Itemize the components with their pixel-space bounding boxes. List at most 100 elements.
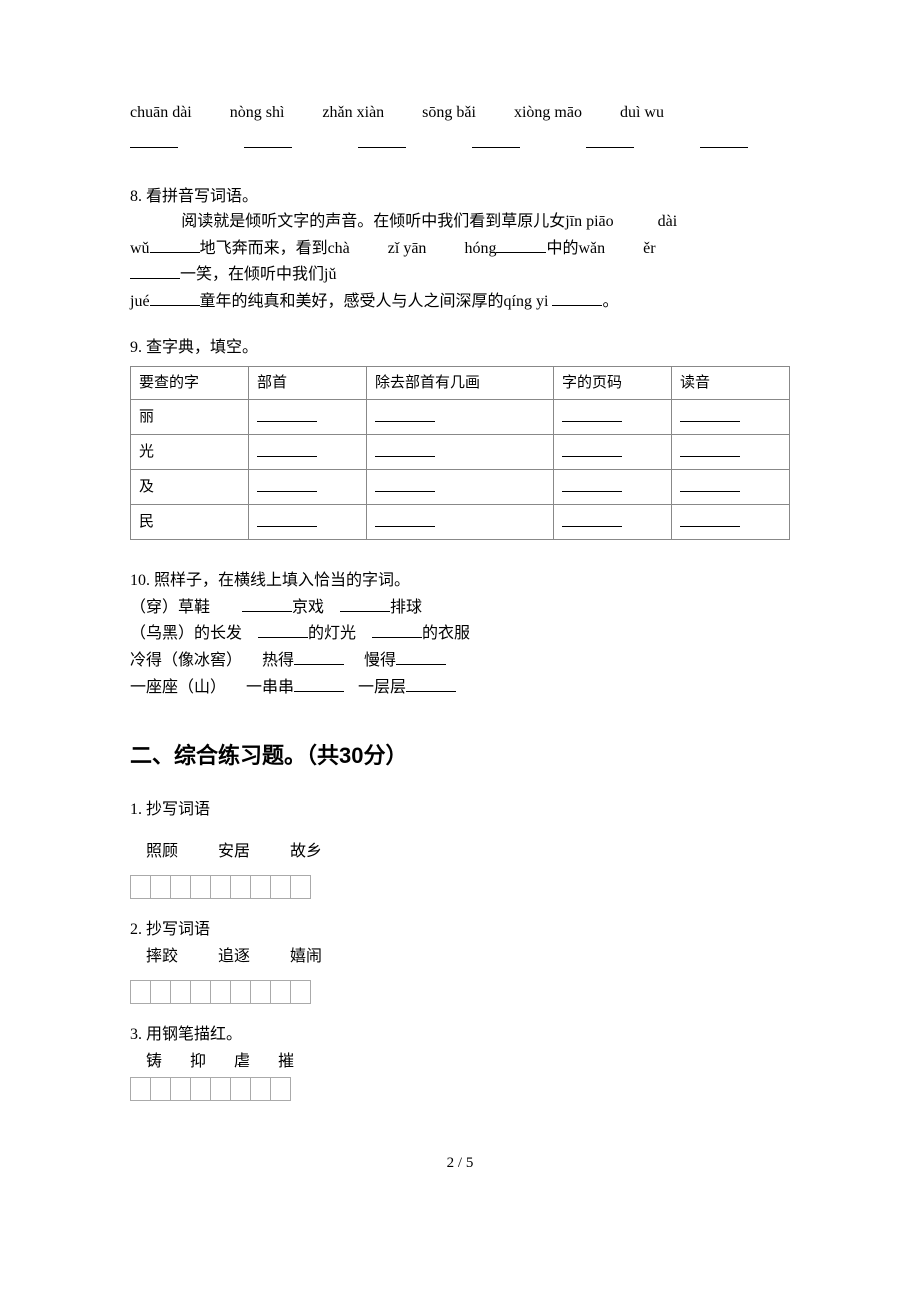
fill-blank[interactable] <box>340 594 390 612</box>
question-8: 8. 看拼音写词语。 阅读就是倾听文字的声音。在倾听中我们看到草原儿女jīn p… <box>130 184 790 315</box>
fill-blank[interactable] <box>496 235 546 253</box>
fill-blank[interactable] <box>680 509 740 527</box>
table-header: 除去部首有几画 <box>367 367 554 400</box>
table-header: 部首 <box>249 367 367 400</box>
fill-blank[interactable] <box>472 130 520 148</box>
table-cell <box>249 505 367 540</box>
copy-words: 照顾 安居 故乡 <box>146 839 790 865</box>
trace-word: 铸 <box>146 1049 162 1075</box>
q10-text: 的灯光 <box>308 625 356 642</box>
table-row: 光 <box>131 435 790 470</box>
table-cell <box>367 435 554 470</box>
fill-blank[interactable] <box>680 474 740 492</box>
fill-blank[interactable] <box>562 439 622 457</box>
q10-text: 京戏 <box>292 599 324 616</box>
fill-blank[interactable] <box>375 474 435 492</box>
fill-blank[interactable] <box>562 509 622 527</box>
fill-blank[interactable] <box>244 130 292 148</box>
fill-blank[interactable] <box>294 674 344 692</box>
fill-blank[interactable] <box>586 130 634 148</box>
question-number: 9. 查字典，填空。 <box>130 335 790 361</box>
fill-blank[interactable] <box>130 130 178 148</box>
fill-blank[interactable] <box>375 404 435 422</box>
table-cell <box>671 435 789 470</box>
q8-text: jué <box>130 293 150 310</box>
table-cell <box>249 470 367 505</box>
fill-blank[interactable] <box>257 474 317 492</box>
fill-blank[interactable] <box>375 439 435 457</box>
pinyin-item: chuān dài <box>130 100 192 126</box>
fill-blank[interactable] <box>257 509 317 527</box>
table-row: 民 <box>131 505 790 540</box>
fill-blank[interactable] <box>552 288 602 306</box>
q8-text: zǐ yān <box>388 240 427 257</box>
q10-line: （穿）草鞋 京戏 排球 <box>130 594 790 621</box>
question-number: 10. 照样子，在横线上填入恰当的字词。 <box>130 568 790 594</box>
fill-blank[interactable] <box>257 404 317 422</box>
trace-word: 抑 <box>190 1049 206 1075</box>
fill-blank[interactable] <box>562 474 622 492</box>
q10-line: （乌黑）的长发 的灯光 的衣服 <box>130 620 790 647</box>
q8-text: 中的wǎn <box>546 240 605 257</box>
pinyin-item: duì wu <box>620 100 664 126</box>
q10-text: 一串串 <box>246 679 294 696</box>
fill-blank[interactable] <box>375 509 435 527</box>
fill-blank[interactable] <box>294 647 344 665</box>
question-9: 9. 查字典，填空。 要查的字 部首 除去部首有几画 字的页码 读音 丽 光 及 <box>130 335 790 541</box>
table-cell <box>553 400 671 435</box>
copy-word: 照顾 <box>146 839 178 865</box>
writing-grid[interactable] <box>130 980 790 1004</box>
q8-line: 一笑，在倾听中我们jǔ <box>130 261 790 288</box>
fill-blank[interactable] <box>242 594 292 612</box>
fill-blank[interactable] <box>257 439 317 457</box>
fill-blank[interactable] <box>150 288 200 306</box>
question-10: 10. 照样子，在横线上填入恰当的字词。 （穿）草鞋 京戏 排球 （乌黑）的长发… <box>130 568 790 700</box>
q10-line: 一座座（山） 一串串 一层层 <box>130 674 790 701</box>
fill-blank[interactable] <box>680 439 740 457</box>
table-row: 丽 <box>131 400 790 435</box>
table-cell <box>367 400 554 435</box>
question-number: 1. 抄写词语 <box>130 797 790 823</box>
table-row: 及 <box>131 470 790 505</box>
q10-text: 一层层 <box>358 679 406 696</box>
fill-blank[interactable] <box>396 647 446 665</box>
fill-blank[interactable] <box>358 130 406 148</box>
q8-text: 阅读就是倾听文字的声音。在倾听中我们看到草原儿女jīn piāo <box>130 209 614 235</box>
writing-grid[interactable] <box>130 1077 790 1101</box>
fill-blank[interactable] <box>680 404 740 422</box>
table-cell <box>553 505 671 540</box>
fill-blank[interactable] <box>258 620 308 638</box>
q10-text: 排球 <box>390 599 422 616</box>
table-cell <box>671 505 789 540</box>
q8-text: 。 <box>602 293 618 310</box>
q10-text: 冷得（像冰窖） <box>130 652 242 669</box>
copy-word: 摔跤 <box>146 944 178 970</box>
page-footer: 2 / 5 <box>130 1151 790 1175</box>
question-number: 3. 用钢笔描红。 <box>130 1022 790 1048</box>
trace-words: 铸 抑 虐 摧 <box>146 1049 790 1075</box>
fill-blank[interactable] <box>130 261 180 279</box>
fill-blank[interactable] <box>406 674 456 692</box>
pinyin-blanks <box>130 130 790 148</box>
q8-text: 童年的纯真和美好，感受人与人之间深厚的qíng yi <box>200 293 553 310</box>
trace-word: 摧 <box>278 1049 294 1075</box>
copy-word: 追逐 <box>218 944 250 970</box>
q8-text: hóng <box>464 240 496 257</box>
table-cell: 光 <box>131 435 249 470</box>
section-2-title: 二、综合练习题。（共30分） <box>130 738 790 773</box>
trace-word: 虐 <box>234 1049 250 1075</box>
fill-blank[interactable] <box>562 404 622 422</box>
table-cell <box>553 435 671 470</box>
q10-text: 的衣服 <box>422 625 470 642</box>
fill-blank[interactable] <box>700 130 748 148</box>
table-header: 读音 <box>671 367 789 400</box>
writing-grid[interactable] <box>130 875 790 899</box>
table-cell: 及 <box>131 470 249 505</box>
table-header: 字的页码 <box>553 367 671 400</box>
q8-text: dài <box>658 213 678 230</box>
question-number: 8. 看拼音写词语。 <box>130 184 790 210</box>
table-cell <box>671 400 789 435</box>
q10-text: 一座座（山） <box>130 679 226 696</box>
fill-blank[interactable] <box>150 235 200 253</box>
fill-blank[interactable] <box>372 620 422 638</box>
